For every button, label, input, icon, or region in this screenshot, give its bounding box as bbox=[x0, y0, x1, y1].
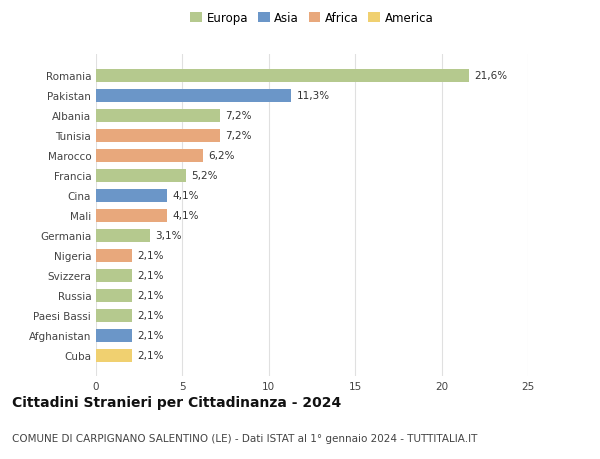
Text: Cittadini Stranieri per Cittadinanza - 2024: Cittadini Stranieri per Cittadinanza - 2… bbox=[12, 395, 341, 409]
Bar bbox=[96, 209, 167, 222]
Text: 2,1%: 2,1% bbox=[137, 251, 164, 261]
Text: 5,2%: 5,2% bbox=[191, 171, 218, 181]
Bar bbox=[96, 169, 186, 182]
Text: 11,3%: 11,3% bbox=[296, 91, 329, 101]
Text: 2,1%: 2,1% bbox=[137, 350, 164, 360]
Text: 4,1%: 4,1% bbox=[172, 191, 199, 201]
Text: 3,1%: 3,1% bbox=[155, 231, 181, 241]
Text: COMUNE DI CARPIGNANO SALENTINO (LE) - Dati ISTAT al 1° gennaio 2024 - TUTTITALIA: COMUNE DI CARPIGNANO SALENTINO (LE) - Da… bbox=[12, 433, 478, 442]
Text: 2,1%: 2,1% bbox=[137, 330, 164, 340]
Bar bbox=[96, 229, 149, 242]
Text: 7,2%: 7,2% bbox=[226, 131, 252, 141]
Bar bbox=[96, 249, 132, 262]
Text: 2,1%: 2,1% bbox=[137, 291, 164, 301]
Bar bbox=[96, 110, 220, 123]
Bar bbox=[96, 329, 132, 342]
Bar bbox=[96, 70, 469, 83]
Legend: Europa, Asia, Africa, America: Europa, Asia, Africa, America bbox=[188, 10, 436, 27]
Bar bbox=[96, 90, 291, 102]
Bar bbox=[96, 349, 132, 362]
Bar bbox=[96, 150, 203, 162]
Bar bbox=[96, 269, 132, 282]
Text: 21,6%: 21,6% bbox=[475, 71, 508, 81]
Bar bbox=[96, 309, 132, 322]
Text: 6,2%: 6,2% bbox=[208, 151, 235, 161]
Bar bbox=[96, 289, 132, 302]
Text: 4,1%: 4,1% bbox=[172, 211, 199, 221]
Bar bbox=[96, 189, 167, 202]
Bar bbox=[96, 129, 220, 142]
Text: 2,1%: 2,1% bbox=[137, 310, 164, 320]
Text: 2,1%: 2,1% bbox=[137, 270, 164, 280]
Text: 7,2%: 7,2% bbox=[226, 111, 252, 121]
